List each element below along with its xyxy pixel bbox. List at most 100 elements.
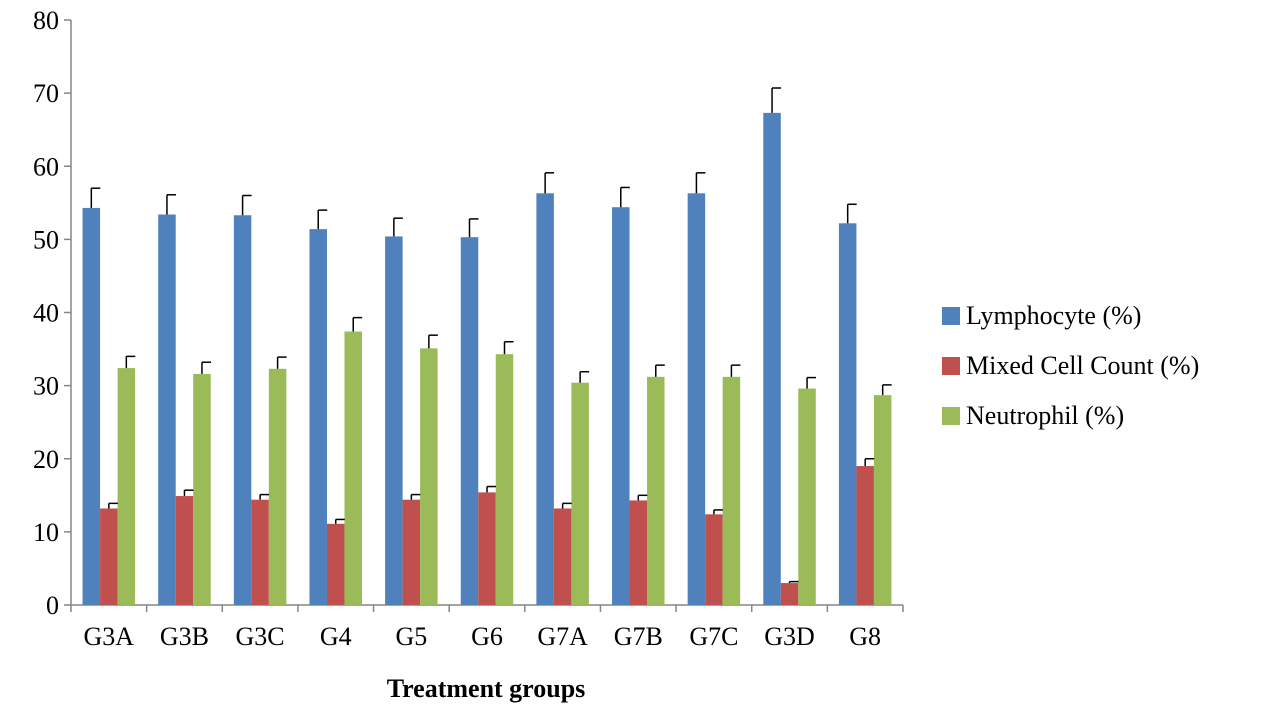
error-bar [166,194,176,215]
error-bar [713,509,723,515]
bar-g6-series-1 [460,237,479,605]
legend-label: Neutrophil (%) [966,401,1124,430]
error-bar [486,485,496,493]
bar-g3c-series-2 [251,499,269,605]
error-bars [90,87,892,584]
error-bar [183,489,194,497]
error-bar [352,316,363,332]
legend-item: Lymphocyte (%) [942,301,1141,330]
error-bar [544,172,555,194]
x-tick-label: G3D [764,622,815,651]
bar-g3d-series-1 [763,112,781,606]
bar-g8-series-2 [856,466,874,605]
bar-g8-series-3 [873,395,892,605]
error-bar [503,341,514,355]
bar-g7a-series-3 [571,382,589,605]
bar-g7a-series-1 [536,193,554,605]
error-bar [788,580,799,584]
legend-label: Mixed Cell Count (%) [966,351,1199,380]
error-bar [806,376,817,389]
error-bar [428,334,438,349]
y-tick-label: 60 [33,152,59,181]
error-bar [864,458,875,467]
bar-g3a-series-2 [100,508,118,605]
bar-g4-series-2 [326,523,345,605]
bar-g7c-series-3 [722,376,741,605]
bar-g7b-series-2 [629,500,648,605]
error-bar [771,87,782,113]
error-bar [201,361,211,374]
bar-g5-series-1 [385,236,403,605]
x-tick-label: G7C [689,622,738,651]
legend-label: Lymphocyte (%) [966,301,1141,330]
error-bar [90,187,101,208]
error-bar [125,355,136,369]
bar-g4-series-1 [309,229,327,605]
bars [82,112,892,606]
bar-g5-series-3 [420,348,438,605]
x-tick-label: G3A [84,622,135,651]
error-bar [410,493,421,500]
error-bar [334,518,345,524]
error-bar [579,370,590,383]
y-tick-label: 20 [33,445,59,474]
error-bar [276,356,287,369]
legend-item: Mixed Cell Count (%) [942,351,1199,380]
x-tick-label: G6 [471,622,503,651]
x-tick-label: G7B [614,622,663,651]
error-bar [637,494,648,501]
error-bar [730,364,741,377]
bar-g3b-series-1 [158,214,176,605]
y-tick-label: 40 [33,299,59,328]
error-bar [393,217,403,237]
y-tick-label: 50 [33,225,59,254]
bar-g3a-series-3 [117,368,136,605]
x-tick-label: G8 [849,622,881,651]
error-bar [241,194,252,216]
y-tick-label: 30 [33,372,59,401]
bar-g3d-series-3 [798,388,816,605]
x-tick-label: G3B [160,622,209,651]
error-bar [108,502,118,509]
error-bar [881,384,892,396]
legend-item: Neutrophil (%) [942,401,1124,430]
y-tick-label: 80 [33,6,59,35]
bar-g4-series-3 [344,331,362,605]
x-axis-label: Treatment groups [387,674,586,703]
error-bar [846,203,857,224]
bar-g6-series-2 [478,492,496,605]
bar-g8-series-1 [838,223,857,605]
legend-swatch [942,307,960,325]
error-bar [468,218,479,238]
bar-g7b-series-1 [612,207,630,605]
y-tick-label: 70 [33,79,59,108]
legend-swatch [942,407,960,425]
error-bar [655,364,665,377]
bar-g3c-series-1 [233,215,252,605]
error-bar [695,172,706,194]
legend: Lymphocyte (%) Mixed Cell Count (%) Neutro… [942,301,1199,430]
error-bar [561,502,572,509]
y-tick-label: 10 [33,518,59,547]
y-axis: 0 10 20 30 40 50 60 70 80 [33,6,72,620]
bar-g3a-series-1 [82,207,101,605]
bar-g7b-series-3 [647,376,665,605]
bar-g3c-series-3 [268,368,287,605]
error-bar [259,493,270,500]
x-tick-label: G7A [537,622,588,651]
x-tick-label: G4 [320,622,352,651]
bar-g7c-series-2 [705,514,723,605]
bar-g6-series-3 [495,354,514,605]
bar-g7a-series-2 [553,508,572,605]
bar-g3b-series-3 [193,373,211,605]
y-tick-label: 0 [46,591,59,620]
x-axis: G3A G3B G3C G4 G5 G6 G7A G7B G7C G3D G8 [70,604,904,651]
x-tick-label: G5 [395,622,427,651]
error-bar [620,186,630,208]
bar-g5-series-2 [402,499,421,605]
bar-g7c-series-1 [687,193,706,605]
x-tick-label: G3C [236,622,285,651]
error-bar [317,209,328,230]
legend-swatch [942,357,960,375]
